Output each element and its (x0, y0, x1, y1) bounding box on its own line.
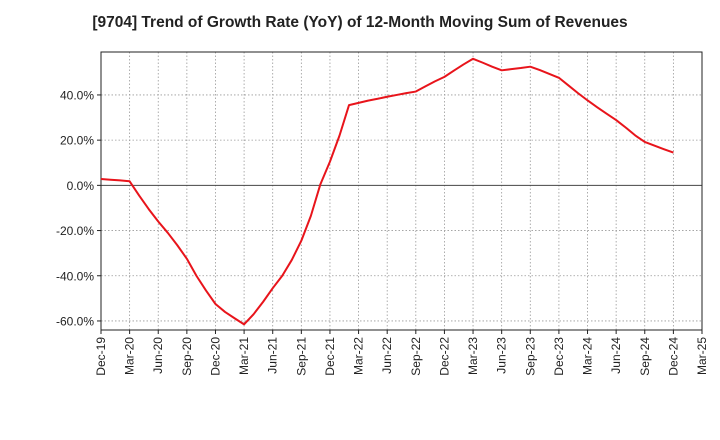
x-axis: Dec-19 Mar-20 Jun-20 Sep-20 Dec-20 Mar-21 Jun-… (94, 330, 709, 376)
x-tick-label: Dec-19 (94, 337, 108, 376)
x-tick-label: Mar-23 (466, 337, 480, 375)
x-tick-label: Dec-22 (437, 337, 451, 376)
x-tick-label: Dec-23 (552, 337, 566, 376)
x-tick-label: Mar-22 (352, 337, 366, 375)
x-tick-label: Mar-24 (581, 337, 595, 375)
y-tick-label: -40.0% (56, 269, 94, 283)
x-tick-label: Dec-24 (666, 337, 680, 376)
x-tick-label: Jun-23 (495, 337, 509, 374)
x-tick-label: Dec-21 (323, 337, 337, 376)
x-tick-label: Jun-21 (266, 337, 280, 374)
chart-title: [9704] Trend of Growth Rate (YoY) of 12-… (92, 14, 628, 31)
y-tick-label: 0.0% (67, 179, 95, 193)
x-tick-label: Sep-20 (180, 337, 194, 376)
y-tick-label: -20.0% (56, 224, 94, 238)
x-tick-label: Mar-20 (123, 337, 137, 375)
x-tick-label: Sep-22 (409, 337, 423, 376)
x-tick-label: Sep-24 (638, 337, 652, 376)
x-tick-label: Sep-23 (523, 337, 537, 376)
x-tick-label: Mar-21 (237, 337, 251, 375)
series-line (100, 57, 674, 326)
y-tick-label: 40.0% (60, 88, 94, 102)
grid-lines (101, 52, 702, 330)
x-tick-label: Jun-22 (380, 337, 394, 374)
y-tick-label: 20.0% (60, 134, 94, 148)
x-tick-label: Sep-21 (294, 337, 308, 376)
y-axis: 40.0% 20.0% 0.0% -20.0% -40.0% -60.0% (56, 88, 101, 328)
x-tick-label: Jun-20 (151, 337, 165, 374)
plot-area (100, 51, 703, 331)
y-tick-label: -60.0% (56, 314, 94, 328)
x-tick-label: Mar-25 (695, 337, 709, 375)
x-tick-label: Jun-24 (609, 337, 623, 374)
x-tick-label: Dec-20 (208, 337, 222, 376)
